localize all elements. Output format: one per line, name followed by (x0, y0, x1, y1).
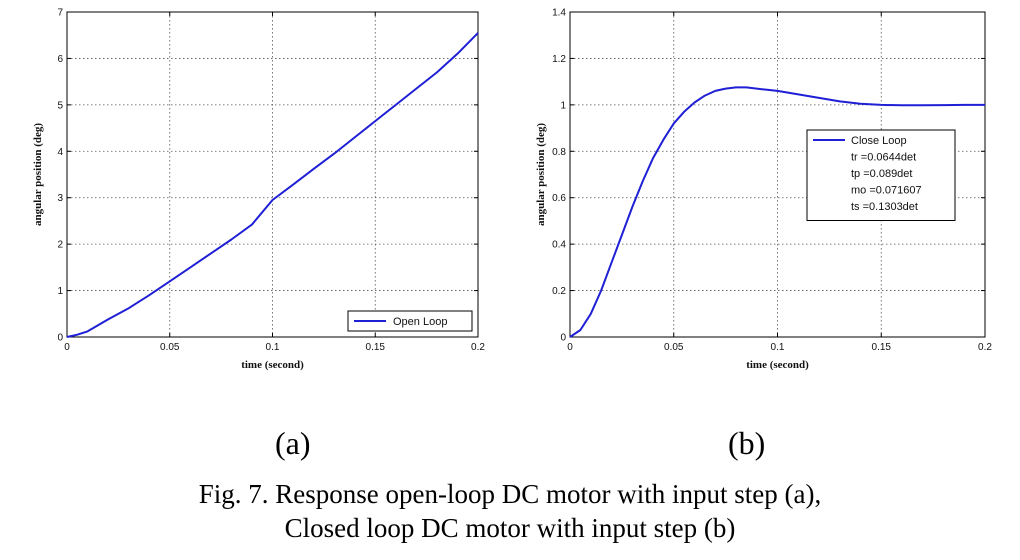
y-tick-label: 5 (57, 100, 63, 111)
legend-box (347, 310, 473, 332)
x-tick-label: 0.2 (471, 342, 485, 353)
y-tick-label: 1 (57, 286, 63, 297)
series-line-open-loop (66, 32, 479, 338)
x-tick-label: 0.1 (771, 342, 785, 353)
legend-entry: ts =0.1303det (851, 201, 918, 213)
y-tick-label: 0 (57, 333, 63, 344)
y-tick-label: 0.2 (552, 286, 566, 297)
x-tick-label: 0.15 (366, 342, 386, 353)
y-tick-label: 6 (57, 54, 63, 65)
x-tick-label: 0.05 (664, 342, 684, 353)
y-tick-label: 3 (57, 193, 63, 204)
figure-caption-line-1: Fig. 7. Response open-loop DC motor with… (198, 479, 822, 509)
legend-entry: tr =0.0644det (851, 152, 916, 164)
x-axis-label: time (second) (241, 359, 304, 371)
y-tick-label: 0.6 (552, 193, 566, 204)
y-tick-label: 1 (560, 100, 566, 111)
panel-label-b: (b) (728, 425, 766, 461)
x-tick-label: 0 (567, 342, 573, 353)
y-tick-label: 1.4 (552, 8, 566, 19)
x-tick-label: 0.15 (872, 342, 892, 353)
y-tick-label: 0.8 (552, 147, 566, 158)
y-tick-label: 1.2 (552, 54, 566, 65)
figure-caption-line-2: Closed loop DC motor with input step (b) (284, 513, 736, 543)
x-tick-label: 0.05 (160, 342, 180, 353)
y-tick-label: 2 (57, 240, 63, 251)
legend-entry: mo =0.071607 (851, 185, 922, 197)
y-tick-label: 4 (57, 147, 63, 158)
x-tick-label: 0 (64, 342, 70, 353)
legend-entry: tp =0.089det (851, 168, 912, 180)
y-tick-label: 0 (560, 333, 566, 344)
y-tick-label: 0.4 (552, 240, 566, 251)
chart-close-loop: 0 0.05 0.1 0.15 0.2 0 0.2 0.4 0.6 0.8 1 1.2 1.4 time … (535, 8, 992, 372)
y-axis-label: angular position (deg) (32, 123, 44, 226)
legend: Close Loop tr =0.0644det tp =0.089det mo =0… (806, 129, 956, 221)
legend: Open Loop (347, 310, 473, 332)
plot-area (66, 11, 479, 338)
y-axis-label: angular position (deg) (535, 123, 547, 226)
legend-entry: Open Loop (393, 316, 447, 328)
legend-box (806, 129, 956, 221)
y-tick-label: 7 (57, 8, 63, 19)
x-tick-label: 0.2 (978, 342, 992, 353)
x-axis-label: time (second) (746, 359, 809, 371)
panel-label-a: (a) (275, 425, 311, 461)
figure-canvas: 0 0.05 0.1 0.15 0.2 0 1 2 3 4 5 6 7 time (second) angu… (32, 8, 992, 372)
legend-entry: Close Loop (851, 135, 907, 147)
series-line-close-loop (569, 86, 985, 338)
chart-open-loop: 0 0.05 0.1 0.15 0.2 0 1 2 3 4 5 6 7 time (second) angu… (32, 8, 485, 372)
x-tick-label: 0.1 (266, 342, 280, 353)
